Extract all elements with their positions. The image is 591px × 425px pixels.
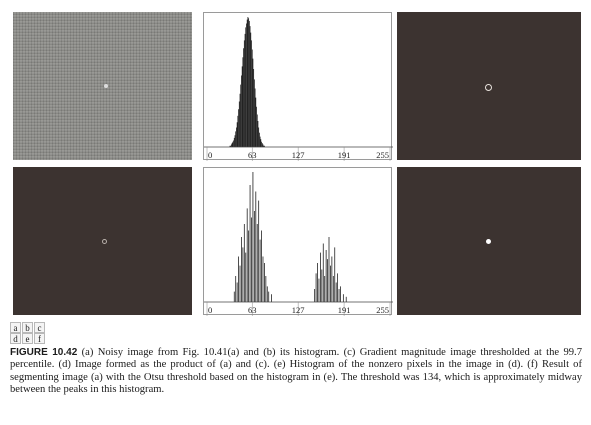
panel-c-thresholded-gradient (397, 12, 581, 160)
letter-row-top: a b c (10, 322, 52, 333)
hist-e-tick-label: 0 (208, 305, 212, 315)
hist-b-tick-label: 255 (376, 150, 389, 160)
hist-e-tick-label: 255 (376, 305, 389, 315)
segmented-object (486, 239, 491, 244)
letter-row-bottom: d e f (10, 333, 52, 344)
hist-b-tick-label: 63 (248, 150, 257, 160)
caption-text: (a) Noisy image from Fig. 10.41(a) and (… (10, 347, 582, 396)
figure-caption: FIGURE 10.42 (a) Noisy image from Fig. 1… (10, 347, 582, 397)
histogram-b: 0 63 127 191 255 (204, 17, 393, 161)
caption-label: FIGURE 10.42 (10, 347, 78, 358)
panel-d-product-image (13, 167, 192, 315)
hist-e-tick-label: 191 (338, 305, 351, 315)
panel-b-histogram: 0 63 127 191 255 (203, 12, 393, 161)
panel-e-histogram: 0 63 127 191 255 (203, 167, 393, 316)
edge-ring (485, 84, 492, 91)
letter-b: b (22, 322, 33, 333)
panel-f-segmented-image (397, 167, 581, 315)
letter-a: a (10, 322, 21, 333)
hist-b-tick-label: 0 (208, 150, 212, 160)
hist-e-tick-label: 127 (292, 305, 305, 315)
letter-f: f (34, 333, 45, 344)
histogram-e: 0 63 127 191 255 (204, 172, 393, 316)
panel-a-noisy-image (13, 12, 192, 160)
product-ring (102, 239, 107, 244)
hist-e-tick-label: 63 (248, 305, 257, 315)
letter-d: d (10, 333, 21, 344)
panel-letter-key: a b c d e f (10, 322, 52, 344)
letter-e: e (22, 333, 33, 344)
hist-b-tick-label: 191 (338, 150, 351, 160)
bright-spot (104, 84, 108, 88)
letter-c: c (34, 322, 45, 333)
hist-b-tick-label: 127 (292, 150, 305, 160)
